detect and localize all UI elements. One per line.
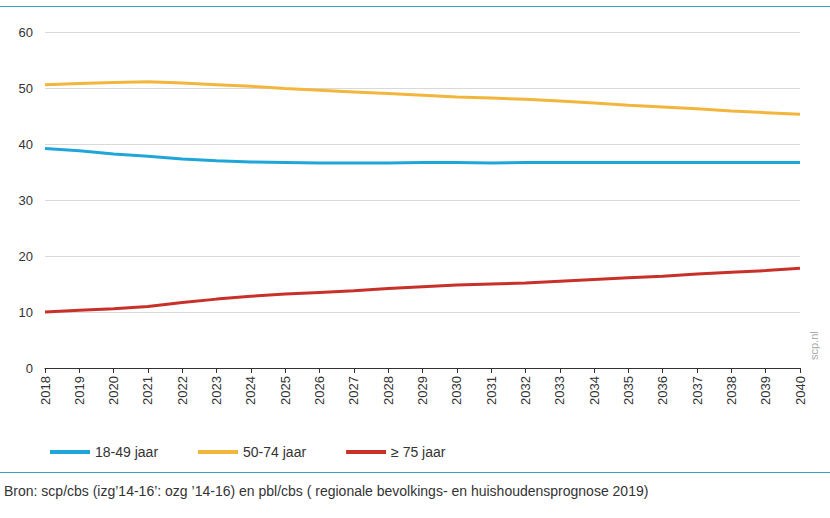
svg-text:10: 10 [19,305,33,320]
svg-text:2039: 2039 [758,376,773,405]
svg-text:2026: 2026 [312,376,327,405]
svg-text:2038: 2038 [724,376,739,405]
svg-text:2025: 2025 [278,376,293,405]
svg-text:2031: 2031 [484,376,499,405]
svg-text:2020: 2020 [106,376,121,405]
svg-text:50-74 jaar: 50-74 jaar [243,444,306,460]
svg-text:2035: 2035 [621,376,636,405]
svg-text:50: 50 [19,81,33,96]
svg-text:60: 60 [19,25,33,40]
svg-text:2019: 2019 [72,376,87,405]
svg-text:20: 20 [19,249,33,264]
svg-text:0: 0 [26,361,33,376]
svg-text:2033: 2033 [552,376,567,405]
svg-text:40: 40 [19,137,33,152]
svg-text:2023: 2023 [209,376,224,405]
svg-text:30: 30 [19,193,33,208]
svg-text:2037: 2037 [690,376,705,405]
svg-text:2034: 2034 [587,376,602,405]
svg-text:scp.nl: scp.nl [808,331,820,360]
svg-text:2022: 2022 [175,376,190,405]
svg-text:2032: 2032 [518,376,533,405]
svg-text:2030: 2030 [449,376,464,405]
html-text:Bron: scp/cbs (izg’14-16’: ozg: Bron: scp/cbs (izg’14-16’: ozg ’14-16) e… [4,483,649,499]
svg-text:≥ 75 jaar: ≥ 75 jaar [391,444,446,460]
svg-text:2021: 2021 [140,376,155,405]
svg-text:2027: 2027 [346,376,361,405]
svg-text:2018: 2018 [38,376,53,405]
svg-text:2024: 2024 [243,376,258,405]
svg-text:2040: 2040 [793,376,808,405]
svg-text:18-49 jaar: 18-49 jaar [95,444,158,460]
svg-text:2028: 2028 [381,376,396,405]
svg-text:2029: 2029 [415,376,430,405]
svg-text:2036: 2036 [655,376,670,405]
